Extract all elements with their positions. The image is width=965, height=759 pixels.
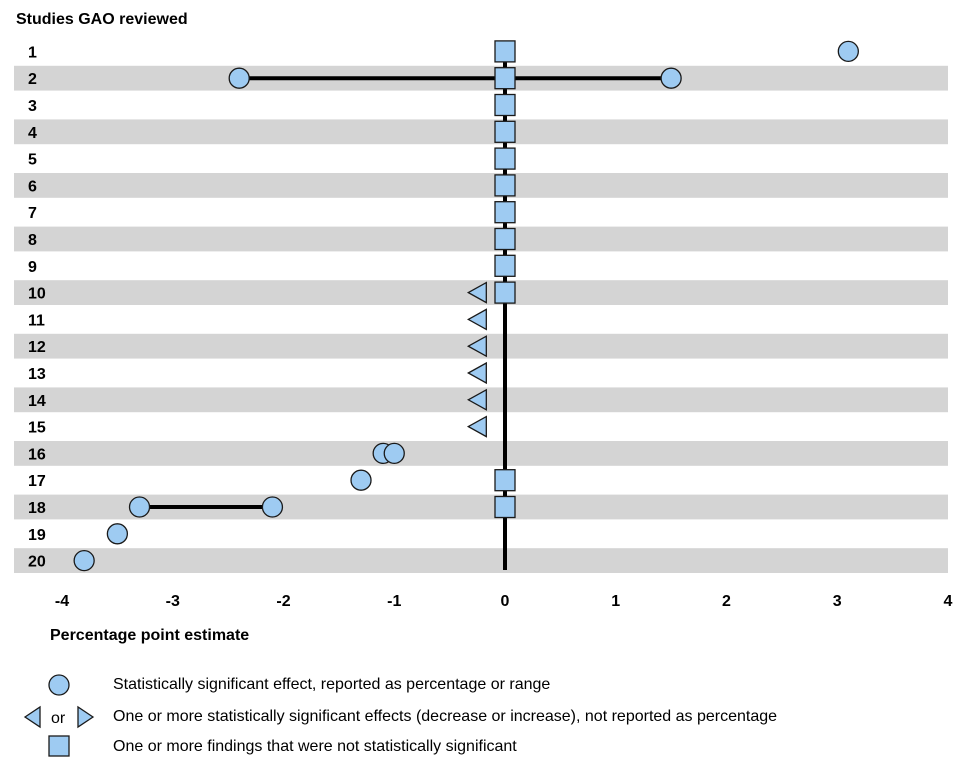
square-marker-study-17 — [494, 469, 516, 492]
row-label-14: 14 — [28, 393, 46, 410]
x-tick-label: 0 — [501, 593, 510, 610]
x-tick-label: 2 — [722, 593, 731, 610]
legend-circle-icon — [48, 674, 70, 696]
square-marker-study-6 — [494, 174, 516, 197]
triangle-marker-study-10 — [466, 281, 487, 304]
square-marker-study-1 — [494, 40, 516, 63]
x-tick-labels: -4 -3 -2 -1 0 1 2 3 4 — [55, 593, 953, 610]
row-label-1: 1 — [28, 44, 37, 61]
circle-marker-study-1 — [837, 40, 859, 63]
row-label-4: 4 — [28, 125, 37, 142]
row-label-15: 15 — [28, 420, 46, 437]
row-label-11: 11 — [28, 312, 45, 329]
row-label-19: 19 — [28, 527, 46, 544]
x-tick-label: 3 — [833, 593, 842, 610]
circle-marker-study-20 — [73, 549, 95, 572]
row-label-6: 6 — [28, 178, 37, 195]
x-tick-label: -3 — [166, 593, 180, 610]
row-label-5: 5 — [28, 152, 37, 169]
row-label-18: 18 — [28, 500, 46, 517]
square-marker-study-3 — [494, 93, 516, 117]
legend-right-triangle-icon — [77, 705, 95, 729]
circle-marker-study-18 — [128, 496, 151, 518]
square-marker-study-5 — [494, 147, 516, 170]
circle-marker-study-17 — [350, 469, 372, 491]
triangle-marker-study-11 — [466, 308, 487, 331]
row-band-6 — [14, 173, 948, 198]
legend-square-icon — [48, 735, 70, 757]
row-label-2: 2 — [28, 71, 37, 88]
row-band-8 — [14, 226, 948, 252]
legend-square-label: One or more findings that were not stati… — [113, 738, 517, 755]
circle-marker-study-19 — [106, 523, 129, 545]
triangle-marker-study-13 — [466, 361, 487, 385]
row-label-9: 9 — [28, 259, 37, 276]
legend-left-triangle-icon — [23, 705, 41, 729]
row-label-16: 16 — [28, 446, 46, 463]
circle-marker-study-2 — [660, 67, 682, 89]
row-band-4 — [14, 119, 948, 145]
square-marker-study-7 — [494, 201, 516, 224]
row-label-13: 13 — [28, 366, 46, 383]
row-label-17: 17 — [28, 473, 46, 490]
square-marker-study-4 — [494, 120, 516, 143]
legend-or-text: or — [51, 710, 66, 727]
triangle-marker-study-14 — [466, 388, 487, 411]
circle-marker-study-18 — [261, 496, 284, 518]
circle-marker-study-2 — [228, 67, 250, 89]
square-marker-study-2 — [494, 67, 516, 90]
x-axis-label: Percentage point estimate — [50, 627, 249, 644]
row-band-16 — [14, 441, 948, 466]
row-label-20: 20 — [28, 554, 46, 571]
x-tick-label: 4 — [944, 593, 953, 610]
range-lines — [139, 76, 672, 509]
row-label-7: 7 — [28, 205, 37, 222]
row-label-3: 3 — [28, 98, 37, 115]
square-marker-study-10 — [494, 281, 516, 304]
triangle-marker-study-12 — [466, 335, 487, 358]
square-marker-study-18 — [494, 495, 516, 519]
row-label-10: 10 — [28, 286, 46, 303]
x-tick-label: -1 — [387, 593, 401, 610]
square-marker-study-8 — [494, 227, 516, 251]
circle-marker-study-16 — [383, 442, 405, 465]
row-label-8: 8 — [28, 232, 37, 249]
row-band-20 — [14, 548, 948, 573]
x-tick-label: -4 — [55, 593, 69, 610]
x-tick-label: -2 — [276, 593, 290, 610]
square-marker-study-9 — [494, 254, 516, 277]
legend-triangle-label: One or more statistically significant ef… — [113, 708, 778, 725]
chart-title: Studies GAO reviewed — [16, 11, 188, 28]
row-label-12: 12 — [28, 339, 46, 356]
x-tick-label: 1 — [611, 593, 620, 610]
triangle-marker-study-15 — [466, 415, 487, 438]
legend-circle-label: Statistically significant effect, report… — [113, 676, 551, 693]
data-markers — [73, 40, 859, 572]
